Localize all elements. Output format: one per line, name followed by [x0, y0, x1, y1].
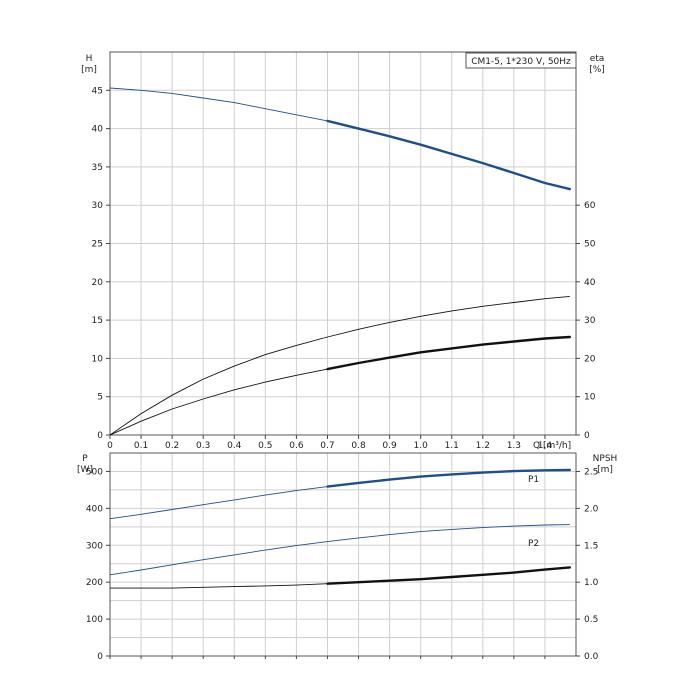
flow-axis-title: Q [m³/h] [533, 441, 571, 451]
y-tick-label: 400 [86, 504, 103, 514]
y-tick-label: 45 [92, 86, 103, 96]
y-tick-label: 5 [97, 393, 103, 403]
y-tick-label: 60 [584, 201, 596, 211]
y-tick-label: 0.0 [584, 652, 599, 662]
bottom-series-1-line [109, 524, 570, 576]
y-tick-label: 40 [92, 125, 104, 135]
y-tick-label: 300 [86, 541, 103, 551]
x-tick-label: 1.2 [476, 441, 490, 451]
npsh-axis-unit: [m] [597, 465, 613, 475]
y-tick-label: 0 [97, 652, 103, 662]
y-tick-label: 30 [584, 316, 596, 326]
power-npsh-panel: 0 100 200 300 400 500 0.0 0.5 1.0 1.5 2.0 2.5 P [W… [77, 452, 618, 662]
x-tick-label: 1.4 [538, 441, 553, 451]
bottom-series-2-line [110, 566, 570, 589]
head-efficiency-panel: 0 0.1 0.2 0.3 0.4 0.5 0.6 0.7 0.8 0.9 1.0 1.1 1.2 1.3… [81, 51, 605, 451]
top-left-axis: 0 5 10 15 20 25 30 35 40 45 [92, 86, 110, 441]
y-tick-label: 2.0 [584, 504, 599, 514]
top-series-0-duty-range [326, 119, 571, 191]
y-tick-label: 200 [86, 578, 103, 588]
bottom-right-axis: 0.0 0.5 1.0 1.5 2.0 2.5 [576, 467, 599, 662]
top-series-1-line [109, 295, 570, 436]
bottom-series-2-duty-range [326, 566, 571, 585]
y-tick-label: 0 [584, 431, 590, 441]
y-tick-label: 10 [584, 393, 596, 403]
x-tick-label: 0.7 [320, 441, 334, 451]
bottom-plot-frame [109, 452, 577, 657]
y-tick-label: 20 [92, 278, 104, 288]
y-tick-label: 0 [97, 431, 103, 441]
x-tick-label: 0.5 [258, 441, 272, 451]
top-x-axis: 0 0.1 0.2 0.3 0.4 0.5 0.6 0.7 0.8 0.9 1.0 1.1 1.2 1.3… [107, 435, 552, 451]
x-tick-label: 1.3 [507, 441, 521, 451]
y-tick-label: 1.5 [584, 541, 598, 551]
x-tick-label: 0.2 [165, 441, 179, 451]
power-axis-title: P [82, 454, 88, 464]
head-axis-unit: [m] [81, 65, 97, 75]
y-tick-label: 10 [92, 354, 104, 364]
model-label-box [465, 52, 577, 69]
efficiency-axis-title: eta [590, 54, 605, 64]
bottom-series-0-line [109, 469, 570, 520]
y-tick-label: 0.5 [584, 615, 598, 625]
x-tick-label: 1.0 [414, 441, 429, 451]
top-series-2-duty-range [326, 335, 571, 371]
y-tick-label: 1.0 [584, 578, 599, 588]
bottom-series-group [109, 468, 571, 589]
y-tick-label: 30 [92, 201, 104, 211]
bottom-series-0-duty-range [326, 468, 571, 488]
y-tick-label: 100 [86, 615, 103, 625]
bottom-left-axis: 0 100 200 300 400 500 [86, 467, 110, 662]
x-tick-label: 0.6 [289, 441, 304, 451]
model-label: CM1-5, 1*230 V, 50Hz [471, 57, 571, 67]
y-tick-label: 35 [92, 163, 103, 173]
y-tick-label: 25 [92, 240, 103, 250]
x-tick-label: 0.3 [196, 441, 210, 451]
top-series-group [109, 87, 571, 436]
top-right-axis: 0 10 20 30 40 50 60 [576, 201, 596, 441]
series-label-p2: P2 [528, 539, 539, 549]
x-tick-label: 0 [107, 441, 113, 451]
efficiency-axis-unit: [%] [589, 65, 605, 75]
x-tick-label: 0.8 [351, 441, 366, 451]
x-tick-label: 1.1 [445, 441, 459, 451]
x-tick-label: 0.4 [227, 441, 242, 451]
y-tick-label: 20 [584, 354, 596, 364]
npsh-axis-title: NPSH [593, 454, 618, 464]
x-tick-label: 0.1 [134, 441, 148, 451]
top-series-2-line [109, 336, 570, 436]
y-tick-label: 500 [86, 467, 103, 477]
top-grid [110, 51, 576, 435]
top-series-0-line [109, 87, 570, 190]
x-tick-label: 0.9 [382, 441, 397, 451]
series-label-p1: P1 [528, 475, 539, 485]
y-tick-label: 50 [584, 240, 596, 250]
power-axis-unit: [W] [77, 465, 93, 475]
y-tick-label: 15 [92, 316, 103, 326]
y-tick-label: 40 [584, 278, 596, 288]
head-axis-title: H [86, 54, 93, 64]
y-tick-label: 2.5 [584, 467, 598, 477]
